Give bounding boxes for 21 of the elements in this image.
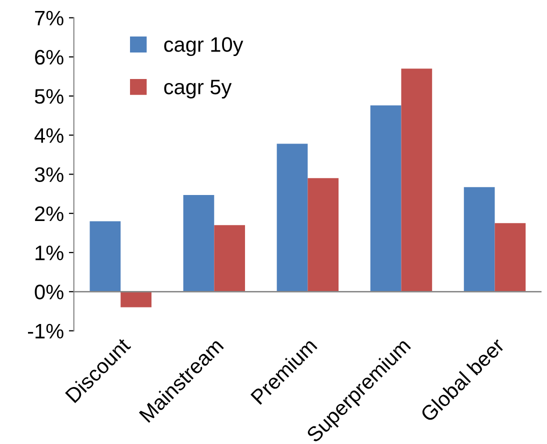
- y-tick-label: 2%: [35, 206, 64, 222]
- y-tick-label: 0%: [34, 284, 64, 300]
- bar: [494, 223, 526, 292]
- y-tick-label: 4%: [34, 128, 64, 143]
- legend-label: cagr 5y: [164, 80, 232, 98]
- y-tick-label: -1%: [28, 324, 64, 338]
- y-tick-label: 6%: [35, 50, 64, 65]
- bar: [120, 292, 152, 308]
- bar: [214, 225, 246, 292]
- bar: [276, 144, 308, 292]
- y-tick-label: 7%: [35, 10, 64, 26]
- legend-label: cagr 10y: [164, 37, 244, 56]
- y-tick-label: 3%: [34, 167, 64, 182]
- y-tick-label: 5%: [34, 89, 64, 104]
- bar: [464, 187, 495, 292]
- bar: [370, 105, 402, 292]
- y-tick-label: 1%: [36, 246, 64, 260]
- bar: [401, 68, 432, 292]
- bar: [183, 195, 214, 292]
- bar: [308, 178, 339, 292]
- bar: [90, 221, 121, 292]
